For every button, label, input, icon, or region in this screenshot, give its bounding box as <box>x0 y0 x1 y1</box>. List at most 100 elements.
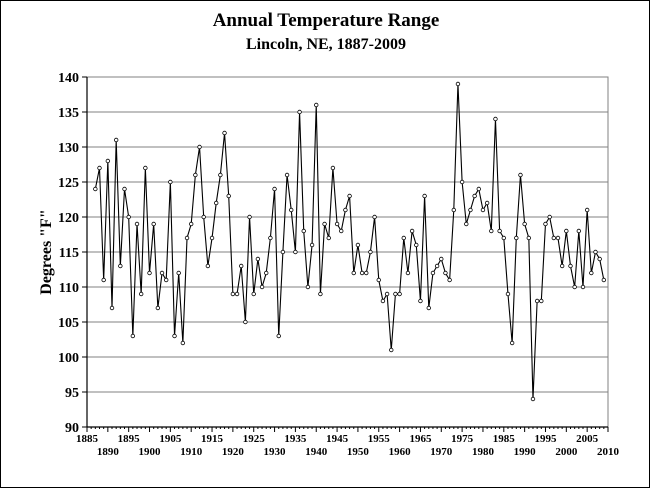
data-point <box>97 165 102 171</box>
data-point <box>134 221 140 227</box>
data-point <box>122 186 127 192</box>
data-point <box>138 291 144 297</box>
data-point <box>218 172 223 178</box>
data-point <box>155 305 161 311</box>
x-tick-label: 1955 <box>368 433 391 445</box>
x-tick-label: 2010 <box>597 446 620 458</box>
data-point <box>201 214 206 220</box>
data-point <box>143 165 148 171</box>
data-point <box>264 270 269 276</box>
data-point <box>159 270 165 276</box>
data-point <box>318 291 323 297</box>
data-point <box>314 102 319 108</box>
data-point <box>334 221 340 227</box>
x-tick-label: 1945 <box>326 433 349 445</box>
data-point <box>214 200 219 206</box>
x-tick-label: 1950 <box>347 446 370 458</box>
data-point <box>289 207 294 213</box>
data-point <box>572 284 577 290</box>
data-point <box>580 284 586 290</box>
x-tick-label: 1895 <box>118 433 141 445</box>
data-point <box>480 207 486 213</box>
data-point <box>193 172 198 178</box>
data-point <box>101 277 106 283</box>
x-tick-label: 1925 <box>243 433 266 445</box>
data-point <box>93 186 98 192</box>
data-point <box>359 270 365 276</box>
x-tick-label: 1890 <box>97 446 120 458</box>
data-point <box>455 81 461 87</box>
data-point <box>322 221 327 227</box>
data-point <box>476 186 481 192</box>
y-tick-label: 135 <box>58 106 79 121</box>
y-tick-label: 105 <box>58 316 79 331</box>
chart-title: Annual Temperature Range <box>213 10 440 31</box>
x-tick-label: 2005 <box>576 433 599 445</box>
x-tick-label: 1985 <box>493 433 516 445</box>
data-point <box>126 214 131 220</box>
data-point <box>347 193 352 199</box>
x-tick-label: 1990 <box>514 446 537 458</box>
data-point <box>464 221 469 227</box>
data-point <box>414 242 419 248</box>
data-point <box>176 270 181 276</box>
x-tick-label: 1940 <box>305 446 328 458</box>
data-point <box>293 249 298 255</box>
data-point <box>559 263 565 269</box>
data-point <box>534 298 540 304</box>
data-point <box>439 256 444 262</box>
data-point <box>576 228 582 234</box>
data-point <box>593 249 598 255</box>
data-point <box>372 214 377 220</box>
data-point <box>568 263 573 269</box>
data-point <box>163 277 169 283</box>
data-point <box>539 298 544 304</box>
x-tick-label: 1915 <box>201 433 224 445</box>
data-point <box>589 270 594 276</box>
data-point <box>118 263 123 269</box>
data-point <box>147 270 152 276</box>
data-point <box>168 179 173 185</box>
x-tick-label: 1965 <box>409 433 432 445</box>
y-tick-label: 115 <box>59 246 79 261</box>
data-point <box>597 256 602 262</box>
data-point <box>184 235 190 241</box>
data-point <box>276 333 281 339</box>
data-point <box>401 235 406 241</box>
x-tick-label: 1905 <box>159 433 182 445</box>
data-point <box>197 144 202 150</box>
data-point <box>188 221 194 227</box>
data-point <box>564 228 569 234</box>
data-point <box>172 333 177 339</box>
data-point <box>472 193 477 199</box>
data-point <box>518 172 523 178</box>
data-point <box>364 270 369 276</box>
y-tick-label: 110 <box>59 281 79 296</box>
data-point <box>351 270 356 276</box>
data-point <box>368 249 373 255</box>
data-point <box>297 109 302 115</box>
data-point <box>434 263 440 269</box>
x-tick-label: 1935 <box>284 433 307 445</box>
data-point <box>230 291 236 297</box>
data-point <box>222 130 227 136</box>
data-point <box>272 186 277 192</box>
data-point <box>326 235 331 241</box>
data-point <box>209 235 215 241</box>
data-point <box>514 235 519 241</box>
data-point <box>259 284 265 290</box>
data-point <box>268 235 273 241</box>
chart-subtitle: Lincoln, NE, 1887-2009 <box>246 36 406 53</box>
x-tick-label: 1995 <box>534 433 557 445</box>
data-point <box>339 228 344 234</box>
data-point <box>430 270 436 276</box>
data-point <box>113 137 119 143</box>
data-point <box>459 179 465 185</box>
data-point <box>501 235 506 241</box>
data-point <box>343 207 348 213</box>
data-point <box>447 277 452 283</box>
data-point <box>180 340 186 346</box>
